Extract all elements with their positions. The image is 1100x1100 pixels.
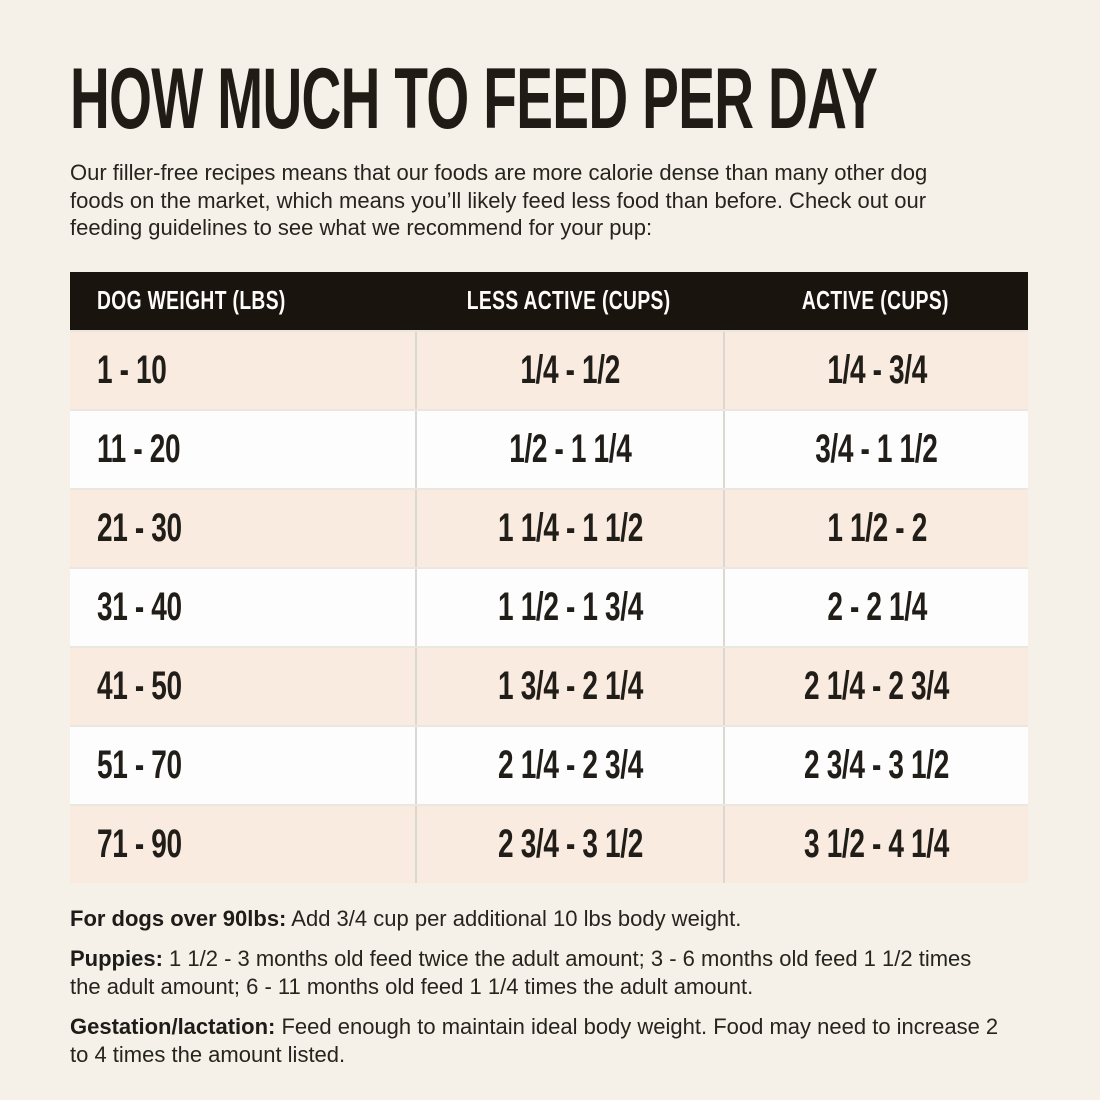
table-row: 21 - 30 1 1/4 - 1 1/2 1 1/2 - 2 [70, 487, 1028, 567]
note-gestation-label: Gestation/lactation: [70, 1014, 276, 1039]
cell-active: 1/4 - 3/4 [723, 331, 1028, 409]
intro-paragraph: Our filler-free recipes means that our f… [70, 160, 928, 240]
cell-dog-weight: 71 - 90 [97, 821, 182, 866]
note-puppies: Puppies: 1 1/2 - 3 months old feed twice… [70, 945, 1000, 1000]
cell-active: 2 1/4 - 2 3/4 [723, 647, 1028, 725]
content-area: HOW MUCH TO FEED PER DAY Our filler-free… [0, 56, 1100, 1068]
table-row: 71 - 90 2 3/4 - 3 1/2 3 1/2 - 4 1/4 [70, 803, 1028, 883]
cell-active: 2 - 2 1/4 [723, 568, 1028, 646]
feeding-table: DOG WEIGHT (LBS) LESS ACTIVE (CUPS) ACTI… [70, 271, 1028, 883]
cell-less-active: 1 3/4 - 2 1/4 [414, 647, 723, 725]
note-over-90lbs-text: Add 3/4 cup per additional 10 lbs body w… [291, 905, 742, 931]
table-row: 51 - 70 2 1/4 - 2 3/4 2 3/4 - 3 1/2 [70, 724, 1028, 804]
note-gestation-text: Feed enough to maintain ideal body weigh… [70, 1014, 999, 1067]
cell-dog-weight: 51 - 70 [97, 742, 182, 787]
note-gestation: Gestation/lactation: Feed enough to main… [70, 1013, 1000, 1068]
cell-dog-weight: 21 - 30 [97, 505, 182, 550]
cell-dog-weight: 11 - 20 [97, 426, 181, 471]
cell-dog-weight: 31 - 40 [97, 584, 182, 629]
cell-active: 3/4 - 1 1/2 [723, 410, 1028, 488]
cell-less-active: 1/4 - 1/2 [414, 331, 723, 409]
column-header-less-active-label: LESS ACTIVE (CUPS) [467, 285, 671, 315]
table-row: 1 - 10 1/4 - 1/2 1/4 - 3/4 [70, 329, 1028, 409]
page-title-text: HOW MUCH TO FEED PER DAY [70, 51, 878, 147]
note-puppies-text: 1 1/2 - 3 months old feed twice the adul… [70, 946, 972, 999]
table-row: 11 - 20 1/2 - 1 1/4 3/4 - 1 1/2 [70, 408, 1028, 488]
cell-dog-weight: 41 - 50 [97, 663, 182, 708]
column-header-dog-weight-label: DOG WEIGHT (LBS) [97, 285, 286, 315]
note-over-90lbs: For dogs over 90lbs: Add 3/4 cup per add… [70, 905, 1000, 933]
column-header-active-label: ACTIVE (CUPS) [802, 285, 950, 315]
cell-active: 2 3/4 - 3 1/2 [723, 726, 1028, 804]
column-header-less-active: LESS ACTIVE (CUPS) [415, 272, 723, 330]
cell-less-active: 1 1/4 - 1 1/2 [414, 489, 723, 567]
cell-less-active: 2 1/4 - 2 3/4 [414, 726, 723, 804]
notes-section: For dogs over 90lbs: Add 3/4 cup per add… [70, 905, 1000, 1069]
note-puppies-label: Puppies: [70, 946, 163, 971]
table-header-row: DOG WEIGHT (LBS) LESS ACTIVE (CUPS) ACTI… [70, 271, 1028, 330]
cell-less-active: 1/2 - 1 1/4 [414, 410, 723, 488]
table-row: 31 - 40 1 1/2 - 1 3/4 2 - 2 1/4 [70, 566, 1028, 646]
table-row: 41 - 50 1 3/4 - 2 1/4 2 1/4 - 2 3/4 [70, 645, 1028, 725]
column-header-dog-weight: DOG WEIGHT (LBS) [70, 272, 415, 330]
cell-active: 1 1/2 - 2 [723, 489, 1028, 567]
cell-less-active: 1 1/2 - 1 3/4 [414, 568, 723, 646]
page-title: HOW MUCH TO FEED PER DAY [70, 56, 1030, 142]
cell-dog-weight: 1 - 10 [97, 347, 167, 392]
cell-active: 3 1/2 - 4 1/4 [723, 805, 1028, 883]
note-over-90lbs-label: For dogs over 90lbs: [70, 905, 287, 931]
cell-less-active: 2 3/4 - 3 1/2 [414, 805, 723, 883]
column-header-active: ACTIVE (CUPS) [723, 272, 1028, 330]
